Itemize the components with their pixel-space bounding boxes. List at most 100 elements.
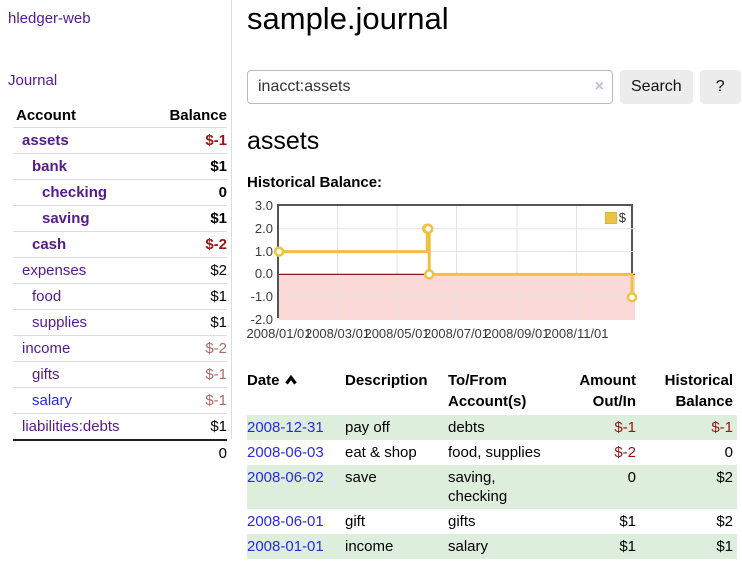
register-amount: $-1: [614, 419, 636, 436]
register-description: pay off: [345, 419, 390, 436]
register-header-description: Description: [345, 372, 428, 389]
account-link[interactable]: gifts: [32, 366, 60, 383]
register-date-cell: 2008-06-02: [247, 465, 345, 509]
sort-ascending-icon: [284, 374, 297, 385]
y-tick-label: 2.0: [254, 220, 273, 236]
account-balance: $1: [210, 158, 227, 175]
register-header-accounts: To/From Account(s): [448, 372, 527, 410]
register-description: income: [345, 538, 394, 555]
sidebar-item-journal[interactable]: Journal: [8, 72, 58, 89]
register-row: 2008-06-02 save saving, checking 0 $2: [247, 465, 737, 509]
register-date-cell: 2008-06-03: [247, 440, 345, 465]
legend-label: $: [618, 210, 626, 225]
main-content: sample.journal × Search ? assets Histori…: [246, 0, 742, 559]
brand-link[interactable]: hledger-web: [8, 10, 91, 27]
accounts-total-value: 0: [218, 445, 227, 462]
accounts-table: Account Balance assets $-1 bank $1 checking 0…: [13, 104, 227, 466]
account-balance: $-2: [205, 340, 227, 357]
account-row: supplies $1: [13, 309, 227, 336]
y-tick-label: 1.0: [254, 243, 273, 259]
chart-plot: $: [273, 204, 638, 320]
register-date-link[interactable]: 2008-12-31: [247, 419, 324, 436]
register-row: 2008-12-31 pay off debts $-1 $-1: [247, 415, 737, 440]
x-tick-label: 2008/11/01: [544, 326, 609, 341]
account-balance: $-1: [205, 132, 227, 149]
account-link[interactable]: supplies: [32, 314, 88, 331]
x-tick-label: 2008/05/01: [364, 326, 430, 341]
account-row: food $1: [13, 283, 227, 310]
accounts-table-body: assets $-1 bank $1 checking 0 saving $1 cash $-2 e…: [13, 127, 227, 441]
account-balance: $1: [210, 418, 227, 435]
search-form: × Search ?: [247, 70, 742, 104]
register-header-date[interactable]: Date: [247, 367, 345, 415]
account-link[interactable]: checking: [42, 184, 108, 201]
account-row: cash $-2: [13, 231, 227, 258]
account-row: bank $1: [13, 153, 227, 180]
register-date-cell: 2008-06-01: [247, 509, 345, 534]
search-box: ×: [247, 70, 613, 104]
x-tick-label: 2008/09/01: [484, 326, 550, 341]
account-balance: $-1: [205, 392, 227, 409]
register-balance: $2: [716, 513, 733, 530]
register-accounts: gifts: [448, 513, 476, 530]
register-date-link[interactable]: 2008-06-03: [247, 444, 324, 461]
register-date-link[interactable]: 2008-06-02: [247, 469, 324, 486]
register-accounts: debts: [448, 419, 485, 436]
register-date-link[interactable]: 2008-06-01: [247, 513, 324, 530]
account-row: income $-2: [13, 335, 227, 362]
register-accounts: saving, checking: [448, 469, 508, 505]
account-link[interactable]: income: [22, 340, 71, 357]
register-balance: $-1: [711, 419, 733, 436]
account-link[interactable]: assets: [22, 132, 69, 149]
register-balance: $2: [716, 469, 733, 486]
register-accounts: salary: [448, 538, 489, 555]
x-tick-label: 2008/07/01: [423, 326, 490, 341]
y-tick-label: -1.0: [250, 289, 273, 305]
y-tick-label: 3.0: [254, 198, 273, 213]
legend-swatch-icon: [604, 211, 617, 224]
search-input[interactable]: [247, 70, 613, 104]
accounts-table-header: Account Balance: [13, 104, 227, 128]
account-balance: $2: [210, 262, 227, 279]
chart-legend: $: [602, 209, 628, 226]
register-amount: $1: [619, 538, 636, 555]
chart-x-axis: 2008/01/01 2008/03/01 2008/05/01 2008/07/01…: [246, 326, 635, 342]
account-link[interactable]: liabilities:debts: [22, 418, 120, 435]
account-balance: $1: [210, 288, 227, 305]
register-balance: $1: [716, 538, 733, 555]
y-tick-label: 0.0: [254, 266, 273, 282]
account-balance: 0: [218, 184, 227, 201]
account-link[interactable]: cash: [32, 236, 67, 253]
account-link[interactable]: food: [32, 288, 62, 305]
register-table: Date Description To/From Account(s) Amoun…: [247, 367, 737, 559]
account-row: gifts $-1: [13, 361, 227, 388]
register-row: 2008-06-01 gift gifts $1 $2: [247, 509, 737, 534]
page-title: sample.journal: [247, 1, 449, 36]
y-tick-label: -2.0: [250, 312, 273, 327]
account-row: expenses $2: [13, 257, 227, 284]
register-date-link[interactable]: 2008-01-01: [247, 538, 324, 555]
account-balance: $1: [210, 210, 227, 227]
account-row: assets $-1: [13, 127, 227, 154]
register-description: save: [345, 469, 377, 486]
accounts-total-row: 0: [13, 440, 227, 466]
register-amount: 0: [627, 469, 636, 486]
clear-search-icon[interactable]: ×: [594, 78, 604, 95]
account-row: saving $1: [13, 205, 227, 232]
help-button[interactable]: ?: [699, 70, 741, 104]
balance-chart: 3.0 2.0 1.0 0.0 -1.0 -2.0 $ 2008/01/01 2008/03…: [246, 198, 742, 344]
account-link[interactable]: salary: [32, 392, 73, 409]
account-link[interactable]: saving: [42, 210, 90, 227]
chart-title: Historical Balance:: [247, 174, 383, 191]
account-balance: $1: [210, 314, 227, 331]
register-description: gift: [345, 513, 366, 530]
x-tick-label: 2008/03/01: [304, 326, 371, 341]
register-description: eat & shop: [345, 444, 417, 461]
register-balance: 0: [724, 444, 733, 461]
account-link[interactable]: expenses: [22, 262, 87, 279]
account-balance: $-1: [205, 366, 227, 383]
account-link[interactable]: bank: [32, 158, 68, 175]
accounts-header-balance: Balance: [169, 107, 227, 124]
search-button[interactable]: Search: [620, 70, 693, 104]
